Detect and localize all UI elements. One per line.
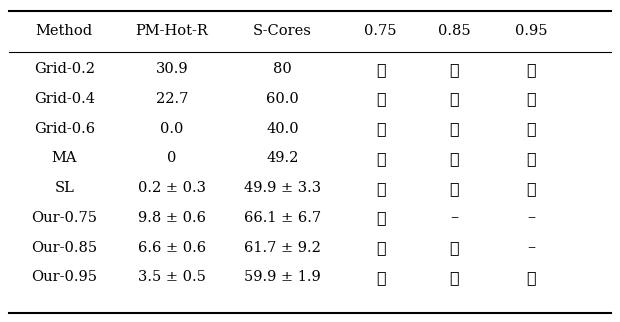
Text: 3.5 ± 0.5: 3.5 ± 0.5 [138,270,206,284]
Text: Grid-0.4: Grid-0.4 [33,92,95,106]
Text: ✓: ✓ [526,120,536,137]
Text: ✓: ✓ [376,120,386,137]
Text: –: – [527,239,535,256]
Text: ✓: ✓ [450,120,459,137]
Text: 49.2: 49.2 [266,151,299,166]
Text: 0.95: 0.95 [515,24,547,38]
Text: ✗: ✗ [450,61,459,78]
Text: 40.0: 40.0 [266,122,299,136]
Text: ✓: ✓ [450,269,459,286]
Text: 0.2 ± 0.3: 0.2 ± 0.3 [138,181,206,195]
Text: ✓: ✓ [526,180,536,197]
Text: ✗: ✗ [526,90,536,108]
Text: 0.85: 0.85 [438,24,471,38]
Text: –: – [527,209,535,226]
Text: 6.6 ± 0.6: 6.6 ± 0.6 [138,241,206,255]
Text: ✓: ✓ [450,180,459,197]
Text: –: – [450,209,458,226]
Text: 60.0: 60.0 [266,92,299,106]
Text: ✗: ✗ [450,90,459,108]
Text: MA: MA [51,151,77,166]
Text: ✓: ✓ [376,239,386,256]
Text: ✓: ✓ [376,90,386,108]
Text: ✓: ✓ [450,150,459,167]
Text: ✗: ✗ [376,61,386,78]
Text: ✓: ✓ [526,150,536,167]
Text: 59.9 ± 1.9: 59.9 ± 1.9 [244,270,321,284]
Text: 49.9 ± 3.3: 49.9 ± 3.3 [244,181,321,195]
Text: SL: SL [55,181,74,195]
Text: PM-Hot-R: PM-Hot-R [135,24,208,38]
Text: 61.7 ± 9.2: 61.7 ± 9.2 [244,241,321,255]
Text: ✓: ✓ [376,180,386,197]
Text: 80: 80 [273,62,292,76]
Text: S-Cores: S-Cores [253,24,312,38]
Text: 66.1 ± 6.7: 66.1 ± 6.7 [244,211,321,225]
Text: ✓: ✓ [526,269,536,286]
Text: Grid-0.6: Grid-0.6 [33,122,95,136]
Text: ✓: ✓ [376,150,386,167]
Text: Grid-0.2: Grid-0.2 [33,62,95,76]
Text: 0.0: 0.0 [160,122,184,136]
Text: Method: Method [36,24,93,38]
Text: ✗: ✗ [526,61,536,78]
Text: ✓: ✓ [450,239,459,256]
Text: 30.9: 30.9 [156,62,188,76]
Text: ✓: ✓ [376,269,386,286]
Text: 0: 0 [167,151,177,166]
Text: 22.7: 22.7 [156,92,188,106]
Text: 9.8 ± 0.6: 9.8 ± 0.6 [138,211,206,225]
Text: ✓: ✓ [376,209,386,226]
Text: Our-0.95: Our-0.95 [31,270,97,284]
Text: Our-0.85: Our-0.85 [31,241,97,255]
Text: 0.75: 0.75 [365,24,397,38]
Text: Our-0.75: Our-0.75 [31,211,97,225]
